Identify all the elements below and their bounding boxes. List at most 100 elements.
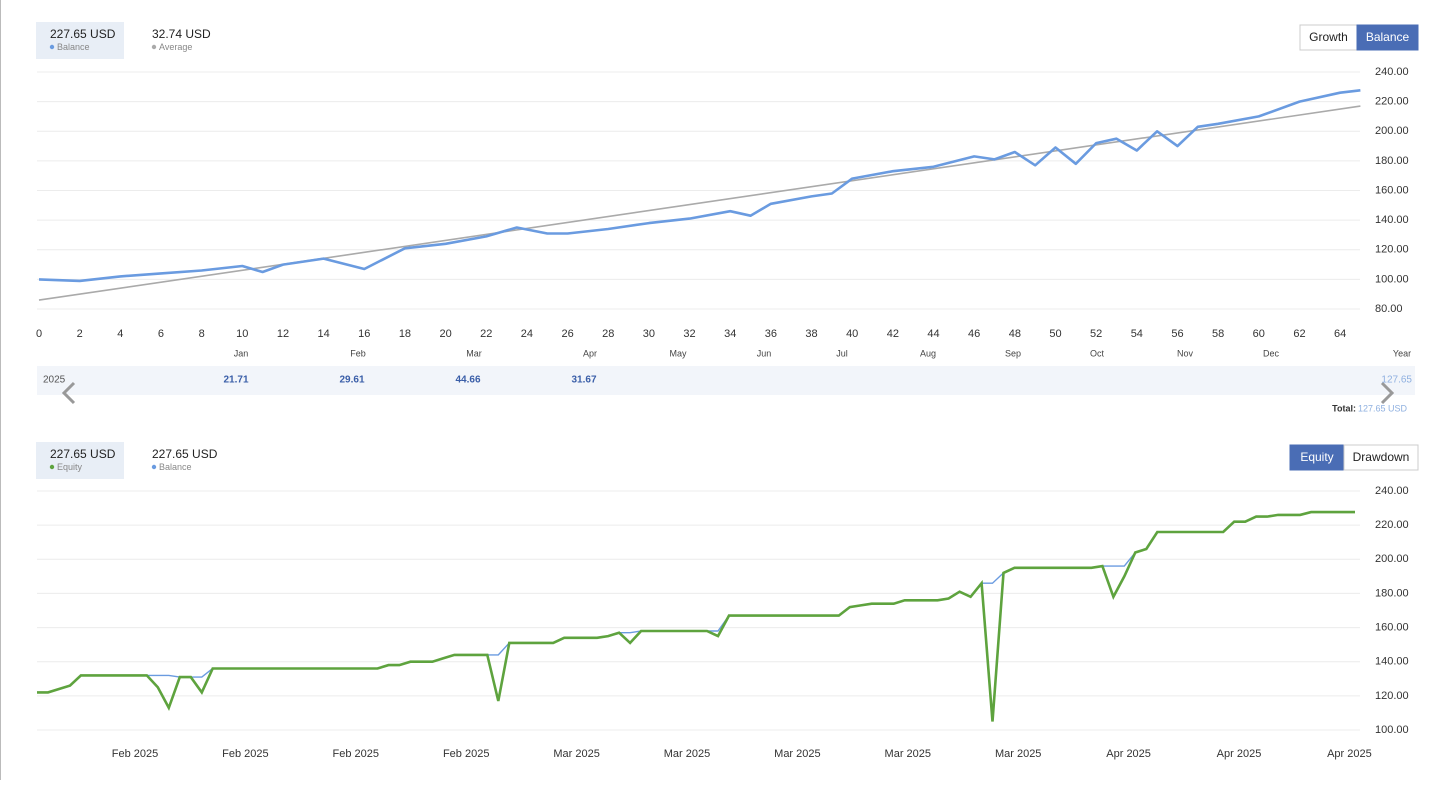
y-tick-label: 120.00 xyxy=(1375,690,1409,702)
legend-dot xyxy=(151,44,157,50)
toggle-button[interactable] xyxy=(1356,24,1419,51)
y-tick-label: 100.00 xyxy=(1375,273,1409,285)
x-tick-label: 54 xyxy=(1131,328,1143,340)
x-tick-label: Feb 2025 xyxy=(333,748,379,760)
summary-value: 227.65 USD xyxy=(50,27,116,41)
y-tick-label: 160.00 xyxy=(1375,621,1409,633)
x-tick-label: Mar 2025 xyxy=(774,748,820,760)
y-tick-label: 120.00 xyxy=(1375,244,1409,256)
prev-arrow[interactable] xyxy=(61,381,76,405)
yearly-row xyxy=(37,366,1415,395)
summary-value: 227.65 USD xyxy=(50,447,116,461)
x-tick-label: 56 xyxy=(1171,328,1183,340)
y-tick-label: 200.00 xyxy=(1375,553,1409,565)
x-tick-label: 58 xyxy=(1212,328,1224,340)
total-label: Total: xyxy=(1332,403,1356,413)
legend-dot xyxy=(49,44,55,50)
month-label: Aug xyxy=(920,348,936,358)
x-tick-label: 4 xyxy=(117,328,123,340)
y-tick-label: 100.00 xyxy=(1375,724,1409,736)
x-tick-label: 14 xyxy=(317,328,329,340)
x-tick-label: 38 xyxy=(805,328,817,340)
x-tick-label: 24 xyxy=(521,328,533,340)
y-tick-label: 140.00 xyxy=(1375,656,1409,668)
y-tick-label: 80.00 xyxy=(1375,303,1403,315)
x-tick-label: 62 xyxy=(1293,328,1305,340)
x-tick-label: 60 xyxy=(1253,328,1265,340)
y-tick-label: 220.00 xyxy=(1375,519,1409,531)
y-tick-label: 160.00 xyxy=(1375,184,1409,196)
x-tick-label: Apr 2025 xyxy=(1217,748,1262,760)
summary-value: 32.74 USD xyxy=(152,27,211,41)
x-tick-label: 18 xyxy=(399,328,411,340)
legend-label: Balance xyxy=(159,462,192,472)
y-tick-label: 220.00 xyxy=(1375,96,1409,108)
month-label: Oct xyxy=(1090,348,1105,358)
month-label: Jan xyxy=(234,348,249,358)
x-tick-label: 12 xyxy=(277,328,289,340)
month-label: May xyxy=(669,348,687,358)
summary-box xyxy=(36,442,124,479)
toggle-label[interactable]: Growth xyxy=(1309,30,1348,44)
legend-dot xyxy=(151,464,157,470)
x-tick-label: 16 xyxy=(358,328,370,340)
x-tick-label: Mar 2025 xyxy=(885,748,931,760)
x-tick-label: Feb 2025 xyxy=(443,748,489,760)
toggle-label[interactable]: Equity xyxy=(1300,450,1333,464)
toggle-label[interactable]: Balance xyxy=(1366,30,1410,44)
year-label: 2025 xyxy=(43,375,66,386)
x-tick-label: 28 xyxy=(602,328,614,340)
month-label: Jun xyxy=(757,348,772,358)
month-return: 21.71 xyxy=(223,375,248,386)
x-tick-label: 48 xyxy=(1009,328,1021,340)
x-tick-label: 36 xyxy=(765,328,777,340)
x-tick-label: 10 xyxy=(236,328,248,340)
next-arrow[interactable] xyxy=(1380,381,1395,405)
x-tick-label: Mar 2025 xyxy=(995,748,1041,760)
x-tick-label: 40 xyxy=(846,328,858,340)
average-line xyxy=(38,105,1361,301)
legend-label: Average xyxy=(159,42,192,52)
month-label: Year xyxy=(1393,348,1411,358)
month-return: 44.66 xyxy=(455,375,480,386)
x-tick-label: 46 xyxy=(968,328,980,340)
month-label: Sep xyxy=(1005,348,1021,358)
x-tick-label: Feb 2025 xyxy=(112,748,158,760)
legend-label: Balance xyxy=(57,42,90,52)
month-label: Dec xyxy=(1263,348,1280,358)
total-value: 127.65 USD xyxy=(1358,403,1408,413)
toggle-button[interactable] xyxy=(1343,444,1419,471)
legend-label: Equity xyxy=(57,462,83,472)
x-tick-label: Feb 2025 xyxy=(222,748,268,760)
month-label: Mar xyxy=(466,348,482,358)
toggle-label[interactable]: Drawdown xyxy=(1353,450,1410,464)
summary-value: 227.65 USD xyxy=(152,447,218,461)
month-label: Feb xyxy=(350,348,366,358)
x-tick-label: 2 xyxy=(77,328,83,340)
x-tick-label: 42 xyxy=(887,328,899,340)
month-label: Nov xyxy=(1177,348,1194,358)
year-total: 127.65 xyxy=(1381,375,1412,386)
y-tick-label: 180.00 xyxy=(1375,587,1409,599)
x-tick-label: 0 xyxy=(36,328,42,340)
x-tick-label: 22 xyxy=(480,328,492,340)
x-tick-label: 44 xyxy=(927,328,939,340)
x-tick-label: 8 xyxy=(199,328,205,340)
balance-line xyxy=(38,89,1361,283)
x-tick-label: 20 xyxy=(439,328,451,340)
x-tick-label: Mar 2025 xyxy=(664,748,710,760)
x-tick-label: 26 xyxy=(561,328,573,340)
x-tick-label: 50 xyxy=(1049,328,1061,340)
x-tick-label: 34 xyxy=(724,328,736,340)
x-tick-label: 32 xyxy=(683,328,695,340)
toggle-button[interactable] xyxy=(1289,444,1345,471)
legend-dot xyxy=(49,464,55,470)
x-tick-label: Apr 2025 xyxy=(1327,748,1372,760)
x-tick-label: 6 xyxy=(158,328,164,340)
y-tick-label: 240.00 xyxy=(1375,66,1409,78)
x-tick-label: 30 xyxy=(643,328,655,340)
equity-line xyxy=(37,510,1355,722)
month-return: 31.67 xyxy=(571,375,596,386)
